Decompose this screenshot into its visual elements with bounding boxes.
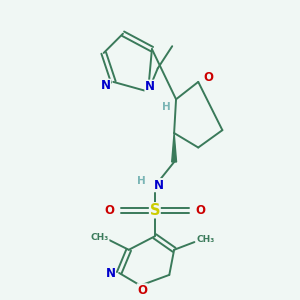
Polygon shape <box>172 133 176 162</box>
Text: CH₃: CH₃ <box>91 233 109 242</box>
Text: N: N <box>100 79 111 92</box>
Text: N: N <box>145 80 155 93</box>
Text: H: H <box>162 102 171 112</box>
Text: O: O <box>203 70 213 84</box>
Text: O: O <box>104 204 115 217</box>
Text: N: N <box>154 179 164 192</box>
Text: CH₃: CH₃ <box>197 235 215 244</box>
Text: O: O <box>195 204 205 217</box>
Text: N: N <box>105 267 116 280</box>
Text: O: O <box>137 284 147 297</box>
Text: S: S <box>150 203 160 218</box>
Text: H: H <box>137 176 146 186</box>
